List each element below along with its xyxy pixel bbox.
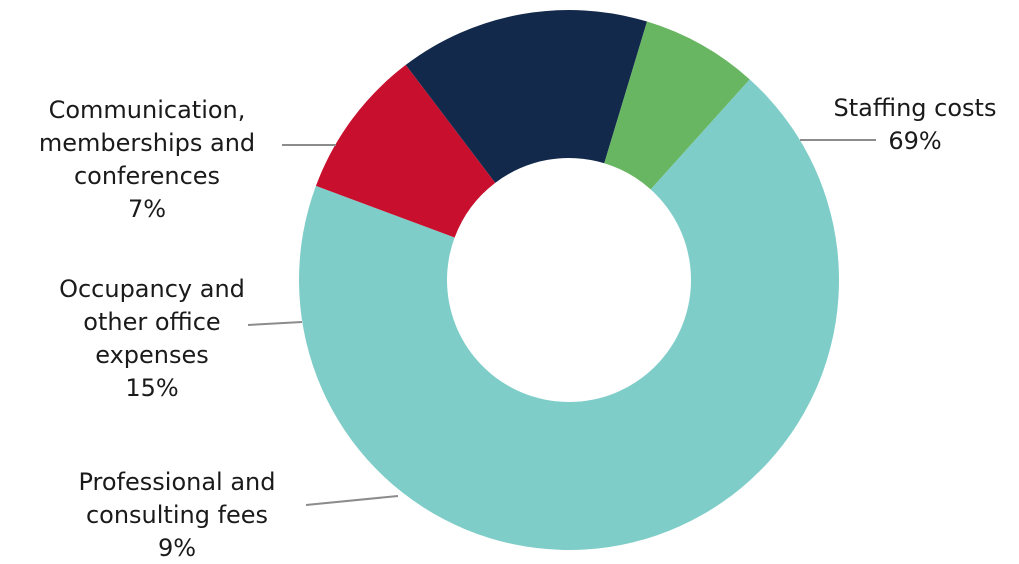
slice-label-line: Staffing costs	[834, 94, 997, 122]
slice-percent: 7%	[128, 195, 166, 223]
slice-label-line: memberships and	[39, 129, 255, 157]
slice-staffing-costs	[298, 79, 839, 550]
leader-lines	[247, 139, 876, 506]
slice-label-line: other office	[83, 308, 220, 336]
slice-label: Communication, memberships and conferences…	[39, 96, 255, 223]
slice-label: Occupancy and other office expenses 15%	[59, 275, 245, 402]
donut-slices	[298, 10, 839, 550]
slice-label-line: conferences	[74, 162, 220, 190]
slice-label-line: Occupancy and	[59, 275, 245, 303]
slice-occupancy-and-other-office-expenses	[405, 10, 648, 183]
slice-label-line: Professional and	[78, 468, 275, 496]
leader-line	[247, 321, 303, 326]
slice-percent: 15%	[125, 374, 178, 402]
slice-label: Professional and consulting fees 9%	[78, 468, 275, 562]
slice-professional-and-consulting-fees	[315, 64, 496, 238]
slice-label-line: Communication,	[49, 96, 246, 124]
slice-label-line: expenses	[95, 341, 209, 369]
leader-line	[305, 495, 399, 506]
slice-communication-memberships-and-conferences	[604, 21, 750, 190]
slice-labels: Staffing costs 69% Professional and consult…	[39, 94, 997, 562]
slice-label: Staffing costs 69%	[834, 94, 997, 155]
slice-label-line: consulting fees	[86, 501, 268, 529]
slice-percent: 69%	[888, 127, 941, 155]
slice-percent: 9%	[158, 534, 196, 562]
